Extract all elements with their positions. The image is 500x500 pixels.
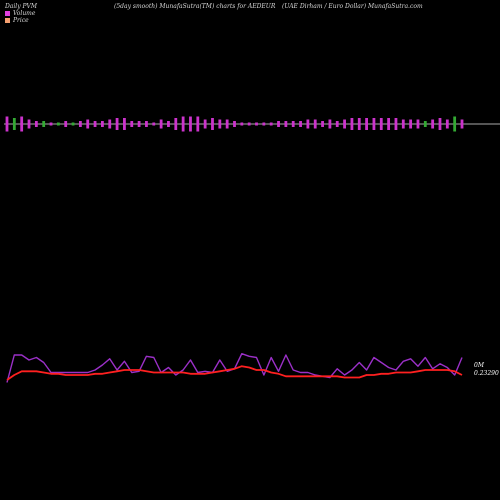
volume-bar	[255, 122, 258, 126]
legend-price: Price	[5, 17, 29, 24]
volume-bar	[460, 119, 464, 129]
volume-bar	[167, 121, 170, 127]
volume-bar	[343, 119, 346, 129]
volume-bar	[211, 118, 214, 130]
volume-bar	[49, 122, 53, 126]
volume-bar	[196, 116, 200, 132]
volume-bar	[101, 121, 104, 127]
volume-bar	[379, 118, 383, 130]
price-label-0m: 0M	[474, 362, 485, 369]
volume-bar	[401, 119, 405, 129]
volume-bar	[233, 121, 236, 127]
volume-bar	[130, 121, 134, 127]
volume-bar	[247, 122, 251, 126]
volume-bar	[78, 121, 82, 127]
volume-bar	[328, 119, 332, 129]
volume-bar	[438, 118, 442, 130]
volume-bar	[115, 118, 119, 130]
volume-bar	[291, 121, 295, 127]
legend-volume-label: Volume	[13, 10, 36, 17]
volume-bar	[299, 121, 302, 127]
volume-bar	[387, 118, 391, 130]
legend-price-label: Price	[13, 17, 29, 24]
volume-bar	[34, 121, 38, 127]
volume-bar	[86, 119, 90, 129]
volume-bar	[453, 116, 457, 132]
volume-bar	[423, 121, 427, 127]
volume-bar	[240, 122, 244, 126]
volume-bar	[56, 122, 60, 126]
legend-price-swatch	[5, 18, 10, 23]
header-right: (UAE Dirham / Euro Dollar) MunafaSutra.c…	[282, 3, 423, 10]
volume-bar	[357, 118, 361, 130]
volume-bar	[218, 119, 222, 129]
volume-bar	[306, 119, 310, 129]
volume-bar	[93, 121, 97, 127]
price-label-last: 0.23290	[474, 370, 499, 377]
volume-bar	[189, 116, 192, 132]
volume-bar	[174, 118, 178, 130]
volume-bar	[277, 121, 280, 127]
volume-bar	[5, 116, 9, 132]
legend-volume-swatch	[5, 11, 10, 16]
volume-bar	[335, 121, 339, 127]
volume-bar	[350, 118, 354, 130]
header-left: Daily PVM	[5, 3, 38, 10]
volume-bar	[284, 121, 288, 127]
header-center: (5day smooth) MunafaSutra(TM) charts for…	[114, 3, 276, 10]
volume-bar	[203, 119, 207, 129]
volume-bar	[152, 122, 156, 126]
volume-bar	[123, 118, 126, 130]
volume-bar	[137, 121, 141, 127]
volume-bar	[27, 119, 31, 129]
volume-bar	[145, 121, 148, 127]
volume-bar	[181, 116, 185, 132]
legend-volume: Volume	[5, 10, 35, 17]
volume-bar	[225, 119, 229, 129]
volume-bar	[445, 119, 449, 129]
volume-bar	[108, 119, 112, 129]
volume-bar	[42, 121, 46, 127]
volume-bar	[416, 119, 420, 129]
smooth-price-line	[6, 365, 463, 381]
volume-bar	[64, 121, 68, 127]
volume-bar	[409, 119, 413, 129]
volume-bar	[12, 118, 16, 130]
volume-bar	[20, 116, 24, 132]
volume-bar	[372, 118, 376, 130]
volume-bar	[321, 121, 324, 127]
volume-bar	[71, 122, 75, 126]
volume-bar	[365, 118, 368, 130]
volume-bar	[431, 119, 435, 129]
volume-bar	[394, 118, 398, 130]
volume-bar	[159, 119, 163, 129]
volume-bar	[262, 122, 266, 126]
volume-bar	[269, 122, 273, 126]
volume-bar	[313, 119, 317, 129]
